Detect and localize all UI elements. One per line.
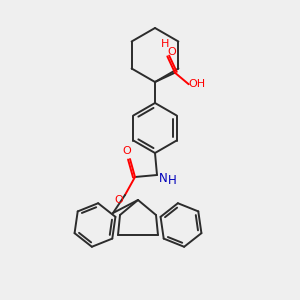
Text: H: H [161,39,170,50]
Text: N: N [159,172,168,185]
Text: H: H [168,175,177,188]
Text: OH: OH [188,79,205,89]
Text: O: O [167,47,176,57]
Text: O: O [115,195,123,205]
Text: O: O [123,146,131,156]
